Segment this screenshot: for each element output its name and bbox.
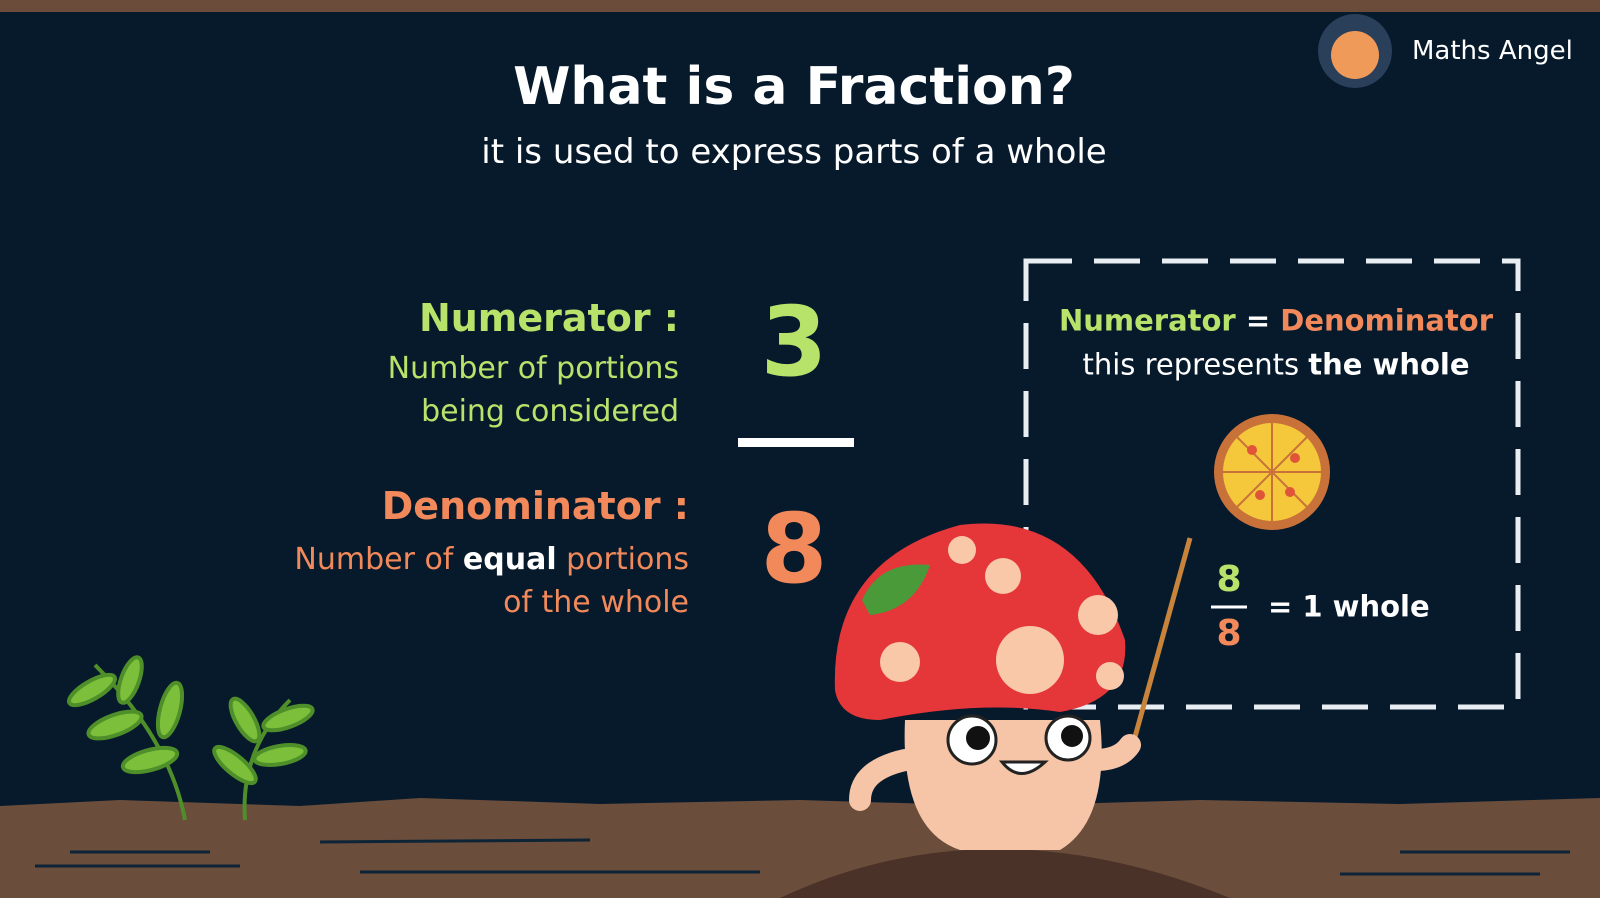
text: portions <box>556 542 689 577</box>
ground-lines <box>35 838 1570 876</box>
numerator-label: Numerator : <box>418 296 679 340</box>
text: Numerator <box>1058 303 1236 338</box>
denominator-desc: Number of equal portions <box>294 545 689 575</box>
mushroom <box>834 523 1193 850</box>
hill <box>780 849 1230 898</box>
fraction-bar <box>738 438 854 447</box>
ground <box>0 798 1600 898</box>
top-border <box>0 0 1600 12</box>
result: = 1 whole <box>1268 589 1430 624</box>
emphasis: the whole <box>1308 347 1470 382</box>
dashed-box <box>1023 258 1521 710</box>
brand-name: Maths Angel <box>1412 36 1573 66</box>
numerator-value: 3 <box>760 286 828 398</box>
numerator-desc: being considered <box>421 394 679 429</box>
denominator-value: 8 <box>760 493 828 605</box>
text: Number of <box>294 542 463 577</box>
pizza <box>1214 414 1330 530</box>
text: = <box>1245 303 1271 338</box>
plants <box>67 655 315 821</box>
numerator-desc: Number of portions <box>387 351 679 386</box>
denominator-label: Denominator : <box>381 484 689 528</box>
brand-logo-face <box>1331 31 1379 79</box>
title: What is a Fraction? <box>513 57 1075 117</box>
small-numerator: 8 <box>1216 559 1242 600</box>
subtitle: it is used to express parts of a whole <box>481 132 1107 172</box>
box-line1: Numerator = Denominator <box>1058 303 1494 338</box>
text: Denominator <box>1280 303 1494 338</box>
box-line2: this represents the whole <box>1082 347 1470 382</box>
small-denominator: 8 <box>1216 613 1242 654</box>
text: this represents <box>1082 347 1309 382</box>
emphasis: equal <box>462 542 557 577</box>
denominator-desc: of the whole <box>503 585 689 620</box>
